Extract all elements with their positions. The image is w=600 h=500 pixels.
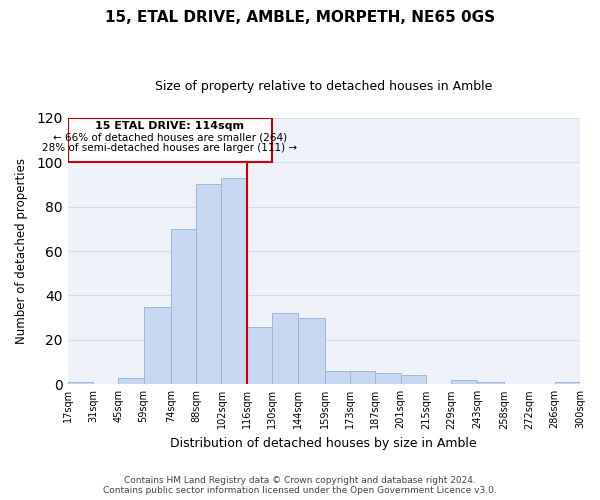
Text: 15, ETAL DRIVE, AMBLE, MORPETH, NE65 0GS: 15, ETAL DRIVE, AMBLE, MORPETH, NE65 0GS <box>105 10 495 25</box>
Bar <box>298 318 325 384</box>
Bar <box>196 184 221 384</box>
Bar <box>451 380 477 384</box>
Text: 28% of semi-detached houses are larger (111) →: 28% of semi-detached houses are larger (… <box>43 144 298 154</box>
Text: 15 ETAL DRIVE: 114sqm: 15 ETAL DRIVE: 114sqm <box>95 121 244 131</box>
Bar <box>171 229 196 384</box>
Bar <box>350 371 376 384</box>
Bar <box>477 382 504 384</box>
Bar <box>401 376 426 384</box>
Bar <box>325 371 350 384</box>
Bar <box>118 378 143 384</box>
Bar <box>143 306 171 384</box>
FancyBboxPatch shape <box>68 118 272 162</box>
Bar <box>554 382 580 384</box>
Title: Size of property relative to detached houses in Amble: Size of property relative to detached ho… <box>155 80 493 93</box>
Bar <box>221 178 247 384</box>
Y-axis label: Number of detached properties: Number of detached properties <box>15 158 28 344</box>
Text: Contains HM Land Registry data © Crown copyright and database right 2024.
Contai: Contains HM Land Registry data © Crown c… <box>103 476 497 495</box>
Bar <box>247 326 272 384</box>
X-axis label: Distribution of detached houses by size in Amble: Distribution of detached houses by size … <box>170 437 477 450</box>
Text: ← 66% of detached houses are smaller (264): ← 66% of detached houses are smaller (26… <box>53 132 287 142</box>
Bar <box>272 313 298 384</box>
Bar <box>68 382 93 384</box>
Bar <box>376 373 401 384</box>
